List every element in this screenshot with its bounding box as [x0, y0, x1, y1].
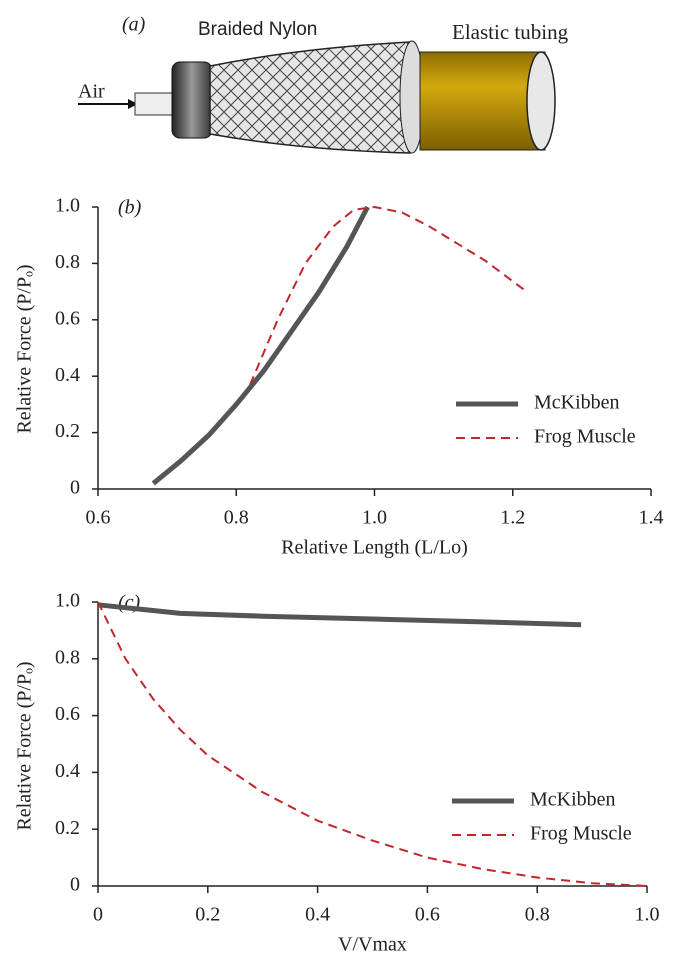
x-axis-label: Relative Length (L/Lo)	[281, 537, 468, 559]
actuator-diagram: (a) Braided Nylon Elastic tubing Air	[78, 14, 569, 154]
series-line	[97, 602, 582, 628]
y-tick-label: 1.0	[55, 590, 80, 612]
x-tick-label: 1.2	[500, 507, 525, 529]
elastic-tube	[419, 51, 546, 151]
arrow-head	[128, 99, 138, 109]
y-tick-label: 0.2	[55, 420, 80, 442]
series-line	[151, 205, 370, 486]
x-axis-label: V/Vmax	[338, 934, 407, 956]
legend-label: Frog Muscle	[530, 823, 632, 845]
input-label: Air	[78, 81, 105, 103]
y-tick-label: 0	[70, 874, 80, 896]
x-tick-label: 0.8	[525, 904, 550, 926]
y-tick-label: 0.4	[55, 364, 80, 386]
y-tick-label: 0.6	[55, 307, 80, 329]
x-tick-label: 1.0	[635, 904, 660, 926]
y-tick-label: 0.8	[55, 251, 80, 273]
x-tick-label: 0	[93, 904, 103, 926]
x-tick-label: 0.6	[415, 904, 440, 926]
x-tick-label: 1.4	[639, 507, 664, 529]
panel-title: (b)	[118, 197, 142, 219]
inlet-tube	[134, 92, 178, 116]
x-tick-label: 0.4	[305, 904, 330, 926]
y-tick-label: 0.2	[55, 817, 80, 839]
y-tick-label: 0.6	[55, 703, 80, 725]
braid-label: Braided Nylon	[198, 19, 317, 40]
braided-sleeve	[209, 41, 411, 154]
x-tick-label: 0.6	[86, 507, 111, 529]
tube-label: Elastic tubing	[452, 20, 569, 44]
end-cap	[171, 61, 213, 139]
legend-label: McKibben	[534, 392, 620, 414]
y-tick-label: 0.4	[55, 760, 80, 782]
y-axis-label: Relative Force (P/Pₒ)	[14, 661, 36, 830]
x-tick-label: 1.0	[362, 507, 387, 529]
y-axis-label: Relative Force (P/Pₒ)	[14, 264, 36, 433]
legend-label: Frog Muscle	[534, 426, 636, 448]
legend-label: McKibben	[530, 789, 616, 811]
y-tick-label: 1.0	[55, 195, 80, 217]
tube-end	[526, 51, 556, 151]
x-tick-label: 0.8	[224, 507, 249, 529]
series-line	[97, 601, 648, 887]
x-tick-label: 0.2	[195, 904, 220, 926]
y-tick-label: 0.8	[55, 646, 80, 668]
series-line	[249, 205, 528, 386]
panel-label: (a)	[122, 14, 146, 36]
y-tick-label: 0	[70, 477, 80, 499]
